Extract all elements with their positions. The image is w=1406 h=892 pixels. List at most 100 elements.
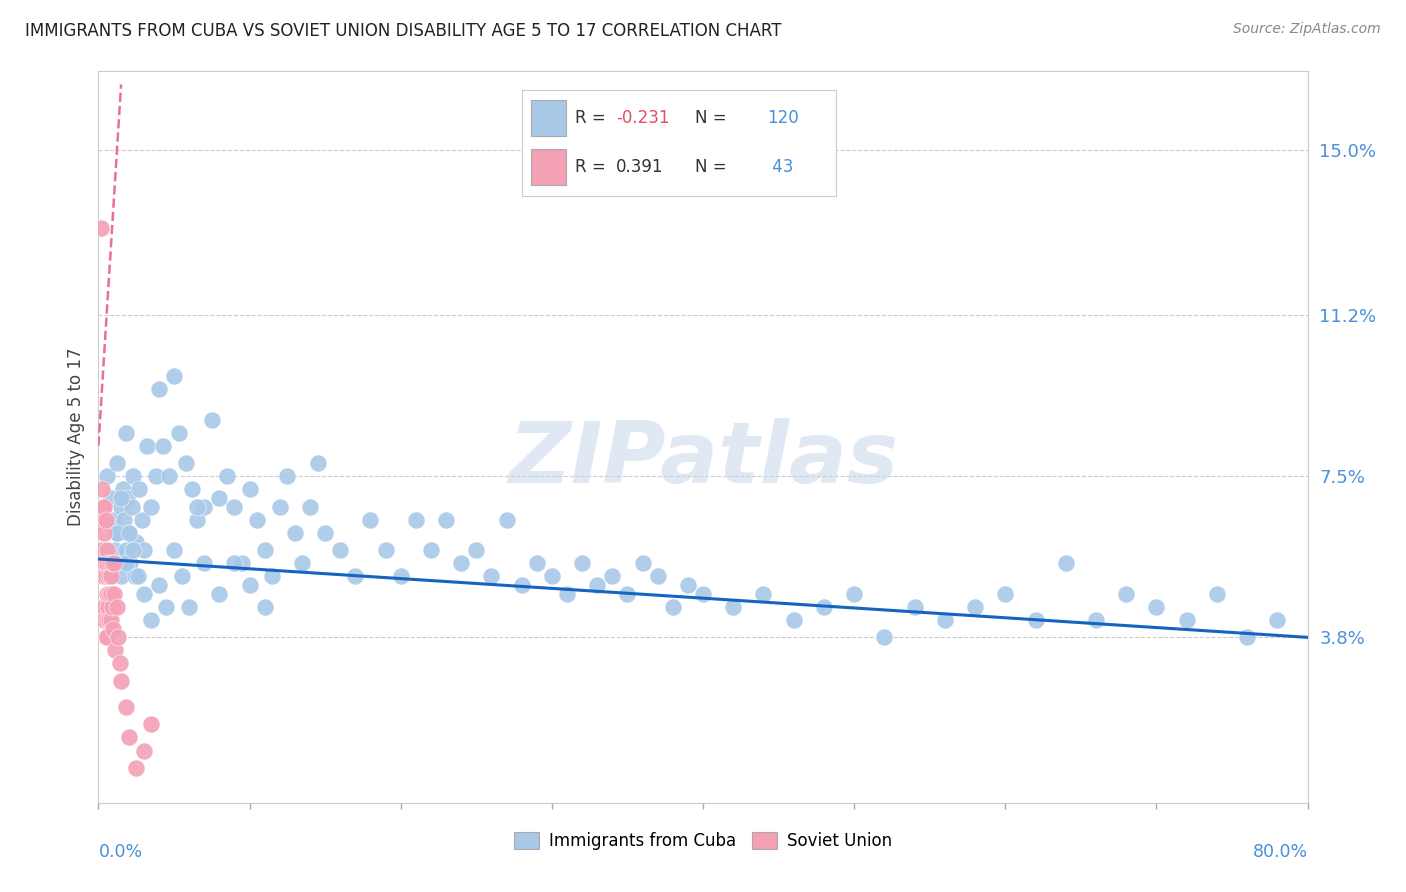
Point <box>132 587 155 601</box>
Point <box>93 613 115 627</box>
Point <box>167 425 190 440</box>
Point <box>118 731 141 745</box>
Point <box>208 491 231 505</box>
Point <box>93 500 115 514</box>
Point <box>141 717 163 731</box>
Point <box>405 513 427 527</box>
Point <box>93 557 115 571</box>
Point <box>110 673 132 688</box>
Point <box>1024 613 1046 627</box>
Point <box>692 587 714 601</box>
Point <box>555 587 578 601</box>
Point <box>104 543 127 558</box>
Point <box>148 578 170 592</box>
Point <box>1146 599 1168 614</box>
Point <box>1206 587 1229 601</box>
Point <box>389 569 412 583</box>
Point <box>135 439 157 453</box>
Point <box>98 613 121 627</box>
Point <box>314 525 336 540</box>
Point <box>121 500 143 514</box>
Point <box>141 500 163 514</box>
Point <box>155 599 177 614</box>
Point <box>103 557 125 571</box>
Point <box>873 631 896 645</box>
Point <box>1054 557 1077 571</box>
Point <box>526 557 548 571</box>
Point <box>170 569 193 583</box>
Point <box>132 743 155 757</box>
Point <box>253 599 276 614</box>
Point <box>94 513 117 527</box>
Point <box>1085 613 1108 627</box>
Point <box>246 513 269 527</box>
Point <box>104 643 127 657</box>
Point <box>299 500 322 514</box>
Point <box>215 469 238 483</box>
Point <box>360 513 382 527</box>
Point <box>152 439 174 453</box>
Point <box>105 525 128 540</box>
Point <box>115 491 138 505</box>
Point <box>94 569 117 583</box>
Point <box>253 543 276 558</box>
Point <box>127 569 149 583</box>
Point <box>510 578 533 592</box>
Point <box>110 569 132 583</box>
Point <box>125 761 148 775</box>
Point <box>159 469 181 483</box>
Point <box>90 543 112 558</box>
Point <box>239 578 262 592</box>
Point <box>291 557 314 571</box>
Point <box>112 513 135 527</box>
Point <box>193 557 215 571</box>
Point <box>108 557 131 571</box>
Point <box>105 599 128 614</box>
Point <box>94 631 117 645</box>
Point <box>98 569 121 583</box>
Point <box>105 456 128 470</box>
Point <box>122 469 145 483</box>
Point <box>91 500 114 514</box>
Point <box>120 557 142 571</box>
Point <box>193 500 215 514</box>
Point <box>1115 587 1137 601</box>
Text: ZIPatlas: ZIPatlas <box>508 417 898 500</box>
Point <box>1236 631 1258 645</box>
Legend: Immigrants from Cuba, Soviet Union: Immigrants from Cuba, Soviet Union <box>508 825 898 856</box>
Point <box>495 513 517 527</box>
Point <box>1175 613 1198 627</box>
Point <box>661 599 683 614</box>
Point <box>124 569 146 583</box>
Point <box>145 469 167 483</box>
Point <box>276 469 298 483</box>
Point <box>96 469 118 483</box>
Point <box>91 569 114 583</box>
Point <box>125 534 148 549</box>
Point <box>96 587 118 601</box>
Point <box>540 569 562 583</box>
Point <box>97 599 120 614</box>
Point <box>90 221 112 235</box>
Point <box>91 483 114 497</box>
Point <box>239 483 262 497</box>
Point <box>98 587 121 601</box>
Point <box>110 491 132 505</box>
Point <box>284 525 307 540</box>
Point <box>107 525 129 540</box>
Point <box>994 587 1017 601</box>
Point <box>752 587 775 601</box>
Point <box>231 557 253 571</box>
Point <box>114 543 136 558</box>
Point <box>101 557 124 571</box>
Point <box>465 543 488 558</box>
Point <box>93 599 115 614</box>
Point <box>96 613 118 627</box>
Point <box>186 500 208 514</box>
Point <box>586 578 609 592</box>
Point <box>93 500 115 514</box>
Point <box>481 569 503 583</box>
Text: 80.0%: 80.0% <box>1253 843 1308 861</box>
Point <box>174 456 197 470</box>
Point <box>224 557 246 571</box>
